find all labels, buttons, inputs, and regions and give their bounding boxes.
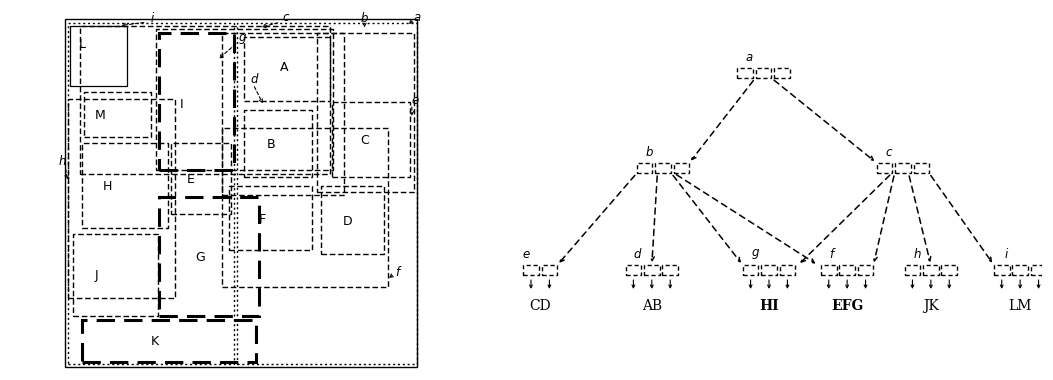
Text: $g$: $g$ [238,32,246,46]
Bar [244,110,312,177]
Text: HI: HI [759,299,779,313]
Text: F: F [259,213,265,226]
Bar [674,163,690,173]
Bar [541,265,557,276]
Text: $c$: $c$ [282,11,291,24]
Text: LM: LM [1009,299,1032,313]
Text: D: D [343,214,353,228]
Text: L: L [79,38,86,51]
Bar [662,265,678,276]
Bar [237,23,417,364]
Bar [222,128,389,287]
Text: I: I [180,98,184,111]
Bar [171,142,232,214]
Text: CD: CD [530,299,551,313]
Text: $h$: $h$ [913,247,921,261]
Bar [625,265,641,276]
Bar [756,68,771,78]
Bar [742,265,758,276]
Bar [905,265,920,276]
Text: B: B [267,138,276,151]
Bar [80,26,330,174]
Bar [821,265,836,276]
Bar [914,163,929,173]
Text: A: A [280,61,289,74]
Bar [655,163,671,173]
Text: J: J [95,269,98,282]
Bar [637,163,653,173]
Bar [83,92,151,137]
Text: $c$: $c$ [885,146,893,158]
Text: K: K [151,335,159,348]
Text: EFG: EFG [831,299,863,313]
Bar [994,265,1010,276]
Bar [523,265,539,276]
Bar [157,30,334,170]
Bar [761,265,777,276]
Bar [923,265,938,276]
Text: $e$: $e$ [522,248,531,261]
Bar [895,163,911,173]
Bar [67,23,234,364]
Text: $b$: $b$ [644,145,654,158]
Bar [82,320,256,362]
Bar [858,265,873,276]
Bar [779,265,795,276]
Text: $f$: $f$ [830,247,837,261]
Bar [320,186,384,254]
Text: $b$: $b$ [360,11,369,25]
Text: $e$: $e$ [411,94,420,107]
Text: E: E [187,173,195,185]
Text: C: C [360,134,369,147]
Text: $i$: $i$ [151,11,156,25]
Text: $d$: $d$ [251,72,260,86]
Text: $a$: $a$ [746,51,754,64]
Bar [332,103,410,177]
Text: M: M [95,109,105,122]
Bar [67,99,176,298]
Bar [230,186,312,250]
Bar [69,26,126,86]
Bar [774,68,790,78]
Text: $g$: $g$ [751,247,759,261]
Text: G: G [196,251,205,264]
Bar [644,265,659,276]
Bar [941,265,957,276]
Bar [73,234,158,316]
Bar [244,37,330,101]
Text: $d$: $d$ [633,247,642,261]
Text: JK: JK [922,299,939,313]
Bar [159,197,259,316]
Text: $a$: $a$ [413,11,421,24]
Bar [159,33,234,170]
Text: $f$: $f$ [395,265,403,279]
Bar [839,265,855,276]
Bar [1012,265,1028,276]
Bar [317,33,414,192]
Text: H: H [102,180,112,193]
Text: $i$: $i$ [1004,247,1009,261]
Bar [877,163,892,173]
Bar [222,33,344,195]
Bar [1031,265,1047,276]
Text: AB: AB [641,299,662,313]
Text: $h$: $h$ [58,154,67,168]
Bar [737,68,753,78]
Bar [82,142,168,228]
